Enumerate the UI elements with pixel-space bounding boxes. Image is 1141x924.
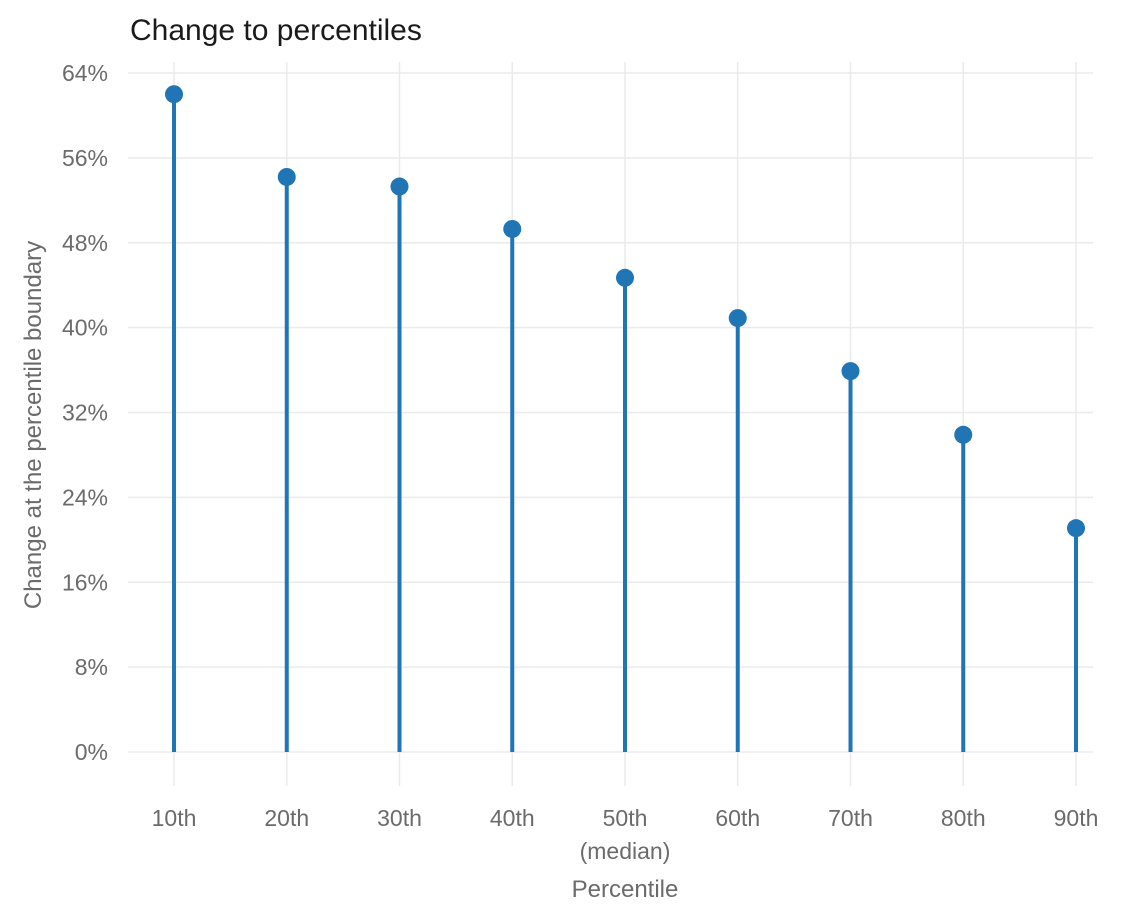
data-point xyxy=(503,219,522,238)
y-tick-label: 24% xyxy=(62,484,108,510)
x-tick-label: (median) xyxy=(580,838,671,864)
chart-title: Change to percentiles xyxy=(130,14,422,47)
x-tick-label: 30th xyxy=(377,805,422,831)
data-point xyxy=(277,167,296,186)
x-tick-label: 40th xyxy=(490,805,535,831)
x-tick-label: 50th xyxy=(603,805,648,831)
data-point xyxy=(616,268,634,287)
x-tick-label: 10th xyxy=(152,805,197,831)
x-axis-ticks: 10th 20th 30th 40th 50th (median) 60th 70th 80th… xyxy=(152,805,1099,864)
x-axis-title: Percentile xyxy=(572,876,679,903)
y-tick-label: 64% xyxy=(62,60,108,86)
x-tick-label: 20th xyxy=(264,805,309,831)
y-tick-label: 16% xyxy=(62,569,108,595)
data-point xyxy=(954,425,973,444)
data-point xyxy=(165,85,183,104)
grid-lines xyxy=(128,62,1093,786)
data-point xyxy=(728,309,747,328)
y-axis-ticks: 0% 8% 16% 24% 32% 40% 48% 56% 64% xyxy=(62,60,108,765)
x-tick-label: 70th xyxy=(828,805,873,831)
data-point xyxy=(1067,519,1085,538)
y-tick-label: 32% xyxy=(62,400,108,426)
data-point xyxy=(841,362,860,381)
x-tick-label: 80th xyxy=(941,805,986,831)
y-tick-label: 8% xyxy=(75,654,108,680)
data-marks xyxy=(165,85,1085,752)
y-tick-label: 56% xyxy=(62,145,108,171)
x-tick-label: 90th xyxy=(1054,805,1099,831)
y-tick-label: 40% xyxy=(62,315,108,341)
y-tick-label: 48% xyxy=(62,230,108,256)
y-axis-title: Change at the percentile boundary xyxy=(20,241,47,609)
x-tick-label: 60th xyxy=(715,805,760,831)
y-tick-label: 0% xyxy=(75,739,108,765)
data-point xyxy=(390,177,409,196)
